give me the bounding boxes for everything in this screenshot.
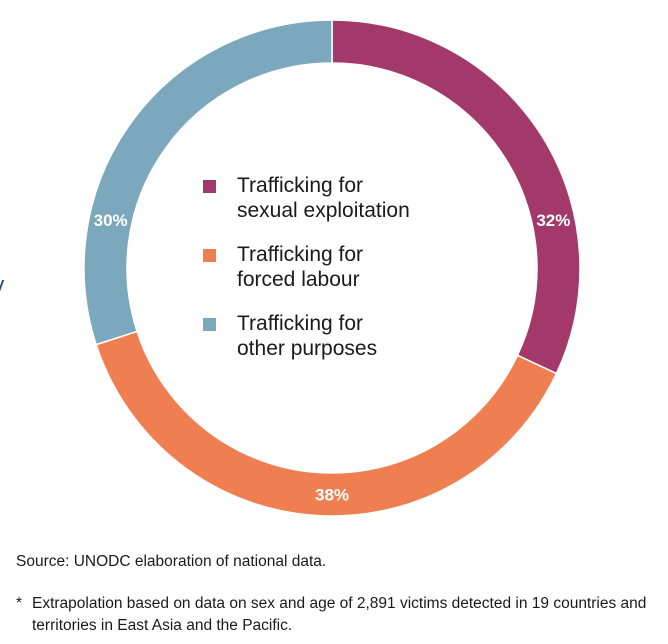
legend-item-labour: Trafficking for forced labour [203,242,477,292]
legend-label: Trafficking for other purposes [237,312,378,360]
donut-chart: 32% 38% 30% [83,19,581,517]
legend-swatch [203,180,216,193]
legend: Trafficking for sexual exploitation Traff… [203,173,477,380]
footnote: * Extrapolation based on data on sex and… [16,593,662,637]
data-label-2: 38% [315,486,349,505]
data-label-3: 30% [94,211,128,230]
legend-item-other: Trafficking for other purposes [203,311,477,361]
donut-slice-3 [83,19,333,346]
footnote-text: Extrapolation based on data on sex and a… [32,595,647,634]
source-note: Source: UNODC elaboration of national da… [16,553,327,570]
data-label-1: 32% [536,211,570,230]
legend-swatch [203,249,216,262]
footnote-marker: * [16,595,23,612]
legend-label: Trafficking for forced labour [237,243,364,291]
legend-item-sexual: Trafficking for sexual exploitation [203,173,477,223]
legend-label: Trafficking for sexual exploitation [237,174,410,222]
legend-swatch [203,318,216,331]
